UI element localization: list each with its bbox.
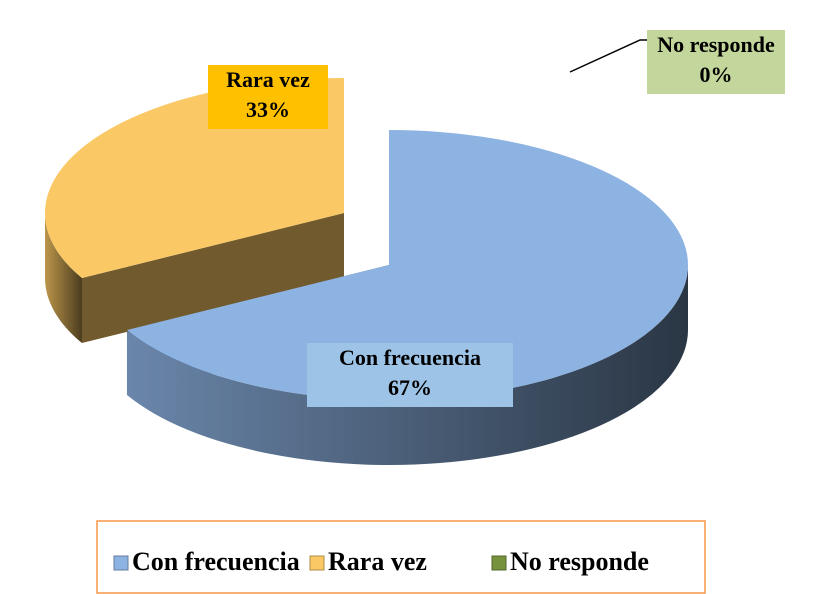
data-label-box [307,343,513,407]
data-label-box [647,30,785,94]
slice-side [45,213,82,344]
data-label-value: 0% [700,62,733,87]
leader-line [569,39,655,73]
legend-box [96,520,706,594]
slice-wall [81,213,344,344]
legend-marker [113,555,129,571]
data-label-box [208,65,328,129]
data-label-value: 33% [246,97,290,122]
data-label-name: No responde [657,32,775,57]
legend-label: Con frecuencia [132,547,300,576]
data-label-name: Con frecuencia [339,345,481,370]
legend-marker [491,555,507,571]
legend-label: No responde [510,547,649,576]
slice-top [126,130,688,400]
legend-marker [309,555,325,571]
data-label-name: Rara vez [226,67,310,92]
slice-side [126,265,688,465]
data-label-value: 67% [388,375,432,400]
legend-label: Rara vez [328,547,427,576]
